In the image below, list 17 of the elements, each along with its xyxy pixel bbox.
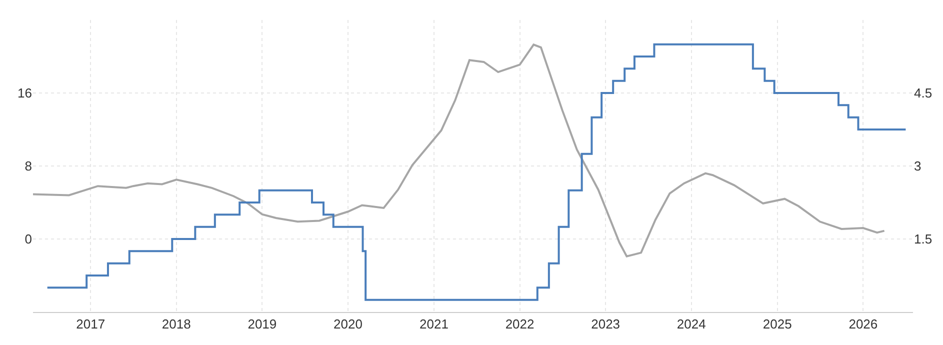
x-tick-label: 2021 [420, 316, 448, 332]
x-tick-label: 2025 [762, 316, 792, 332]
y-tick-label: 0 [24, 232, 32, 247]
line-series [33, 44, 886, 258]
x-tick-label: 2019 [248, 316, 277, 332]
x-tick-label: 2024 [676, 316, 706, 332]
x-tick-label: 2020 [334, 316, 362, 332]
x-tick-label: 2022 [505, 316, 534, 332]
x-tick-label: 2023 [591, 316, 620, 332]
x-tick-label: 2026 [848, 316, 878, 332]
y2-tick-label: 3 [914, 158, 922, 174]
x-tick-label: 2018 [162, 316, 191, 332]
y-tick-label: 8 [24, 158, 32, 174]
y-tick-label: 16 [18, 86, 32, 101]
x-tick-label: 2017 [76, 316, 106, 332]
y2-tick-label: 4.5 [914, 86, 932, 101]
y2-tick-label: 1.5 [914, 232, 932, 247]
